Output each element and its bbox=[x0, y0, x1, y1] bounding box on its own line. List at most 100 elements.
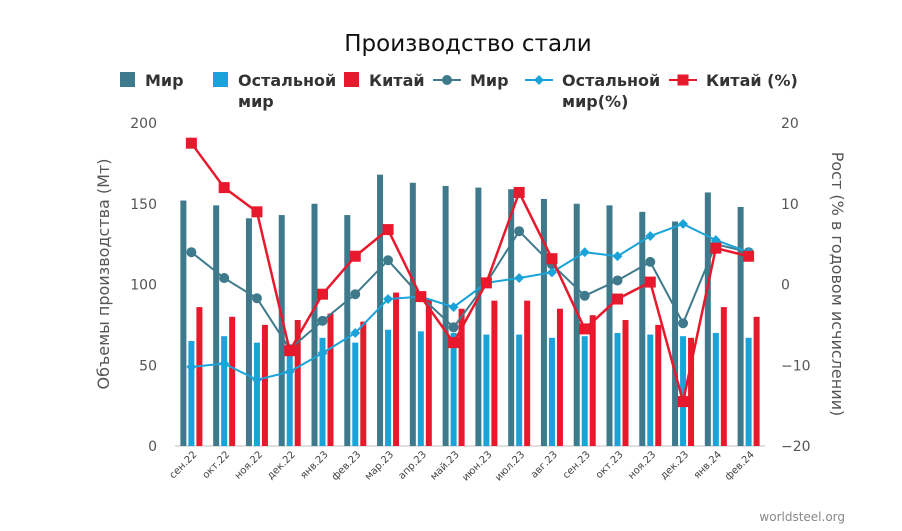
x-tick-label: мар.23 bbox=[363, 449, 396, 482]
bar-china bbox=[458, 308, 465, 446]
marker-world-pct bbox=[186, 247, 197, 258]
marker-world-pct bbox=[579, 290, 590, 301]
marker-china-pct bbox=[710, 242, 722, 254]
x-tick-label: апр.23 bbox=[396, 449, 428, 481]
marker-china-pct bbox=[349, 250, 361, 262]
bar-rest-of-world bbox=[385, 329, 392, 446]
marker-china-pct bbox=[382, 224, 394, 236]
bar-world bbox=[606, 205, 613, 446]
bar-world bbox=[475, 187, 482, 446]
line-rest-of-world-pct bbox=[191, 222, 749, 381]
legend-world-swatch bbox=[120, 72, 135, 87]
bar-rest-of-world bbox=[188, 341, 195, 446]
marker-world-pct bbox=[448, 322, 459, 333]
x-tick-label: янв.24 bbox=[692, 449, 724, 481]
x-tick-label: сен.23 bbox=[561, 449, 593, 481]
bar-world bbox=[573, 203, 580, 446]
y-axis-right-label: Рост (% в годовом исчислении) bbox=[828, 152, 847, 417]
bar-world bbox=[672, 221, 679, 446]
bar-world bbox=[442, 185, 449, 447]
marker-china-pct bbox=[546, 253, 558, 265]
legend-china-pct-label: Китай (%) bbox=[706, 71, 798, 90]
bar-china bbox=[327, 313, 334, 446]
bar-china bbox=[360, 321, 367, 446]
bar-rest-of-world bbox=[352, 342, 359, 446]
bar-world bbox=[311, 203, 318, 446]
x-tick-label: май.23 bbox=[428, 449, 461, 482]
bar-china bbox=[294, 320, 301, 446]
legend: Мир Остальной мир Китай Мир Остальной мир(%) Ки… bbox=[120, 71, 798, 111]
x-tick-label: июн.23 bbox=[460, 449, 494, 483]
marker-china-pct bbox=[448, 337, 460, 349]
x-tick-label: июл.23 bbox=[493, 449, 527, 483]
bar-rest-of-world bbox=[253, 342, 260, 446]
x-tick-label: окт.22 bbox=[201, 449, 233, 481]
legend-china-label: Китай bbox=[369, 71, 425, 90]
marker-rest-of-world-pct bbox=[383, 294, 394, 304]
source-credit: worldsteel.org bbox=[759, 510, 845, 524]
marker-china-pct bbox=[644, 276, 656, 288]
marker-world-pct bbox=[383, 255, 394, 266]
bar-china bbox=[655, 324, 662, 446]
bar-world bbox=[245, 218, 252, 446]
marker-china-pct bbox=[415, 291, 427, 303]
marker-rest-of-world-pct bbox=[710, 235, 721, 246]
bar-china bbox=[753, 316, 760, 446]
bar-world bbox=[278, 215, 285, 446]
marker-china-pct bbox=[579, 323, 591, 335]
y-left-tick-label: 50 bbox=[139, 358, 157, 374]
marker-world-pct bbox=[645, 256, 656, 267]
marker-world-pct bbox=[514, 226, 525, 237]
marker-world-pct bbox=[350, 289, 361, 300]
bar-china bbox=[393, 292, 400, 446]
marker-china-pct bbox=[743, 250, 755, 262]
y-left-tick-label: 150 bbox=[130, 197, 157, 213]
x-tick-label: окт.23 bbox=[594, 449, 626, 481]
legend-world-pct-label: Мир bbox=[470, 71, 509, 90]
bar-world bbox=[704, 192, 711, 446]
marker-china-pct bbox=[317, 288, 328, 300]
marker-world-pct bbox=[317, 315, 328, 326]
legend-rest-of-world-pct-label: Остальной bbox=[562, 71, 660, 90]
marker-rest-of-world-pct bbox=[251, 374, 262, 385]
bar-china bbox=[556, 308, 563, 446]
marker-rest-of-world-pct bbox=[219, 358, 230, 369]
bar-rest-of-world bbox=[614, 332, 621, 446]
bar-rest-of-world bbox=[286, 353, 293, 446]
y-axis-left-label: Объемы производства (Мт) bbox=[94, 158, 113, 389]
bars bbox=[180, 174, 760, 447]
y-right-tick-label: 10 bbox=[781, 197, 799, 213]
marker-world-pct bbox=[219, 273, 230, 284]
marker-rest-of-world-pct bbox=[350, 328, 361, 338]
bar-china bbox=[622, 320, 629, 446]
marker-china-pct bbox=[677, 396, 689, 408]
marker-china-pct bbox=[218, 182, 230, 194]
bar-china bbox=[688, 337, 695, 446]
legend-rest-of-world-swatch bbox=[213, 72, 228, 87]
bar-rest-of-world bbox=[417, 331, 424, 446]
bar-rest-of-world bbox=[712, 332, 719, 446]
legend-rest-of-world-label: Остальной bbox=[238, 71, 336, 90]
bar-world bbox=[737, 206, 744, 446]
x-tick-label: дек.22 bbox=[265, 449, 298, 482]
marker-china-pct bbox=[185, 137, 197, 149]
marker-rest-of-world-pct bbox=[612, 251, 623, 262]
bar-world bbox=[409, 182, 416, 446]
bar-china bbox=[720, 307, 727, 446]
bar-rest-of-world bbox=[647, 334, 654, 446]
x-tick-label: сен.22 bbox=[168, 449, 200, 481]
bar-rest-of-world bbox=[680, 336, 687, 446]
bar-china bbox=[589, 315, 596, 446]
marker-china-pct bbox=[513, 186, 525, 198]
bar-world bbox=[180, 200, 187, 446]
x-tick-label: фев.24 bbox=[723, 449, 757, 483]
x-tick-label: ноя.22 bbox=[233, 449, 265, 481]
marker-rest-of-world-pct bbox=[317, 348, 328, 359]
legend-world-pct-marker bbox=[442, 75, 452, 85]
x-tick-label: фев.23 bbox=[330, 449, 364, 483]
bar-rest-of-world bbox=[516, 334, 523, 446]
marker-china-pct bbox=[284, 345, 296, 357]
y-right-tick-label: 20 bbox=[781, 116, 799, 132]
bar-china bbox=[261, 324, 268, 446]
